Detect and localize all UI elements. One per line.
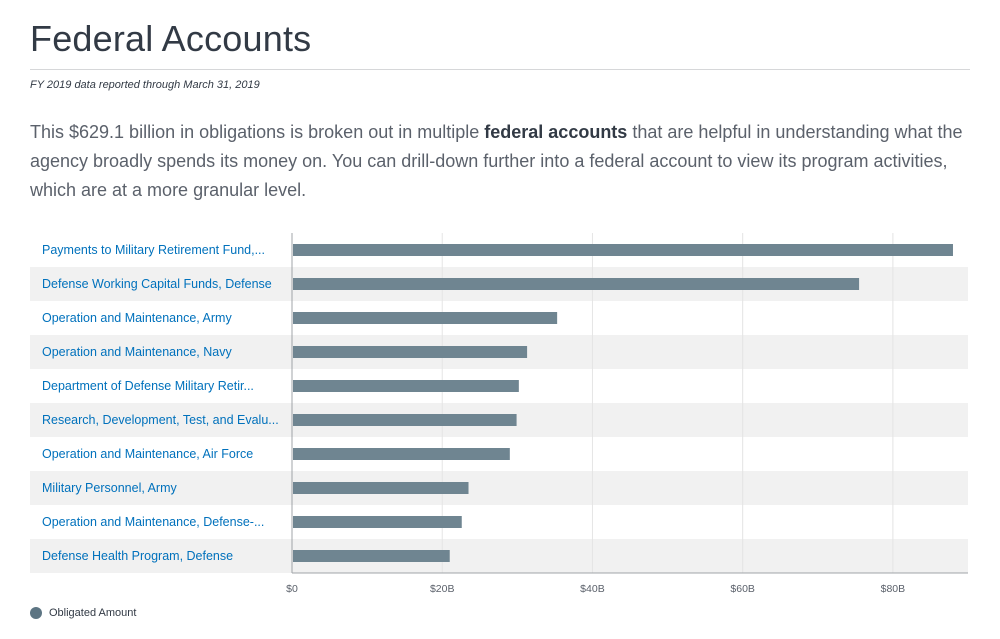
x-tick-label: $80B [881,583,906,595]
bar[interactable] [293,448,510,460]
data-date-note: FY 2019 data reported through March 31, … [30,79,260,91]
federal-account-link[interactable]: Operation and Maintenance, Navy [42,345,232,359]
federal-account-link[interactable]: Operation and Maintenance, Army [42,311,232,325]
row-stripe [30,539,968,573]
legend-label: Obligated Amount [49,607,137,619]
row-stripe [30,471,968,505]
x-tick-label: $0 [286,583,298,595]
bar[interactable] [293,414,517,426]
intro-paragraph: This $629.1 billion in obligations is br… [30,118,970,205]
chart-legend: Obligated Amount [30,607,136,619]
federal-account-link[interactable]: Defense Health Program, Defense [42,549,233,563]
legend-swatch [30,607,42,619]
bar[interactable] [293,346,528,358]
bar[interactable] [293,380,519,392]
intro-text-after: that are helpful in understanding what t… [30,122,963,200]
bar[interactable] [293,312,558,324]
title-divider [30,69,970,70]
federal-account-link[interactable]: Research, Development, Test, and Evalu..… [42,413,279,427]
x-tick-label: $60B [730,583,755,595]
intro-bold-term: federal accounts [484,122,628,142]
bar[interactable] [293,244,953,256]
bar[interactable] [293,278,860,290]
page-title: Federal Accounts [30,18,312,59]
federal-account-link[interactable]: Military Personnel, Army [42,481,178,495]
intro-text-before: This $629.1 billion in obligations is br… [30,122,485,142]
bar[interactable] [293,550,450,562]
federal-account-link[interactable]: Payments to Military Retirement Fund,... [42,243,265,257]
bar[interactable] [293,516,462,528]
bar[interactable] [293,482,469,494]
x-tick-label: $40B [580,583,605,595]
federal-account-link[interactable]: Operation and Maintenance, Defense-... [42,515,264,529]
x-tick-label: $20B [430,583,455,595]
federal-account-link[interactable]: Defense Working Capital Funds, Defense [42,277,272,291]
federal-account-link[interactable]: Operation and Maintenance, Air Force [42,447,253,461]
federal-account-link[interactable]: Department of Defense Military Retir... [42,379,254,393]
